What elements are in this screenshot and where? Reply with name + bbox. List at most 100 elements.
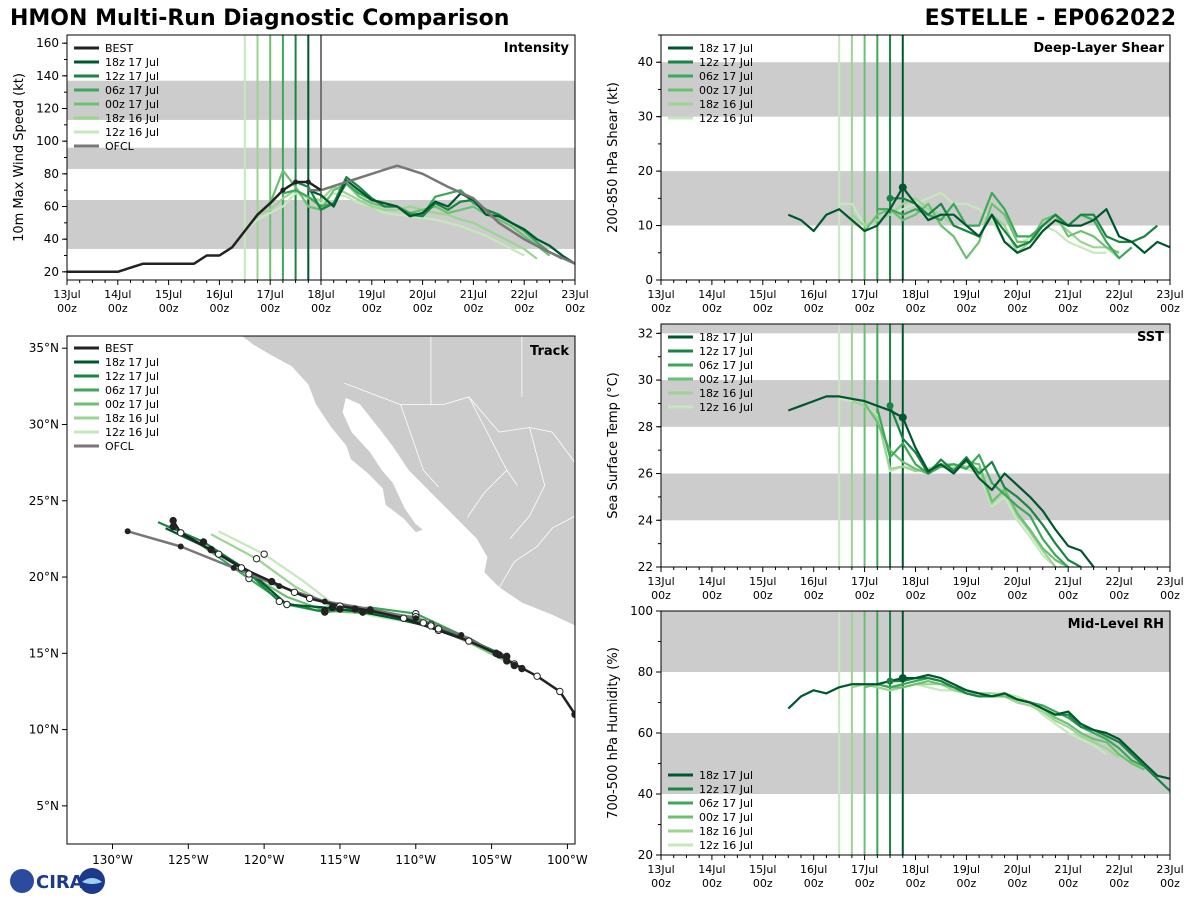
y-axis-label: Sea Surface Temp (°C) — [606, 372, 621, 519]
x-tick-label-hour: 00z — [906, 589, 926, 602]
cira-logo: CIRA — [10, 868, 105, 894]
y-tick-label: 80 — [44, 167, 59, 181]
init-point-marker — [886, 194, 894, 202]
series-line — [244, 192, 525, 257]
track-line — [127, 530, 497, 655]
x-tick-label-date: 22Jul — [511, 288, 538, 301]
legend-label: 00z 17 Jul — [699, 373, 753, 386]
track-position-marker — [177, 529, 185, 537]
legend-label: 12z 16 Jul — [105, 426, 159, 439]
chart-track: 130°W 125°W 120°W 115°W 110°W 105°W 100°W 35°N 3… — [29, 335, 588, 867]
y-tick-label: 160 — [36, 36, 59, 50]
x-tick-label-date: 15Jul — [155, 288, 182, 301]
legend-label: 18z 16 Jul — [699, 825, 753, 838]
shaded-band — [661, 380, 1170, 427]
logo-globe-icon — [10, 869, 34, 893]
lat-tick-label: 30°N — [29, 417, 59, 431]
y-tick-label: 10 — [638, 219, 653, 233]
series-line — [307, 179, 575, 265]
x-tick-label-hour: 00z — [651, 877, 671, 890]
x-tick-label-date: 21Jul — [1055, 863, 1082, 876]
x-tick-label-date: 23Jul — [1156, 863, 1183, 876]
series-line — [890, 197, 1159, 249]
legend-label: 12z 16 Jul — [105, 126, 159, 139]
state-border — [466, 469, 508, 518]
chart-rh: 2040608010013Jul00z14Jul00z15Jul00z16Jul… — [606, 604, 1184, 890]
plot-area — [67, 35, 575, 280]
legend-label: OFCL — [105, 140, 135, 153]
track-position-marker — [169, 522, 177, 531]
init-point-marker — [898, 674, 907, 683]
track-position-marker — [427, 622, 435, 630]
x-tick-label-hour: 00z — [957, 302, 977, 315]
legend-label: 18z 17 Jul — [105, 356, 159, 369]
best-marker — [293, 179, 299, 185]
x-tick-label-date: 21Jul — [1055, 288, 1082, 301]
shaded-band — [661, 611, 1170, 672]
x-tick-label-hour: 00z — [464, 302, 484, 315]
y-tick-label: 60 — [638, 726, 653, 740]
x-tick-label-date: 19Jul — [953, 863, 980, 876]
y-tick-label: 40 — [44, 232, 59, 246]
track-position-marker — [237, 564, 246, 572]
x-tick-label-hour: 00z — [906, 302, 926, 315]
panel-title: Intensity — [504, 41, 570, 56]
y-tick-label: 60 — [44, 200, 59, 214]
figure-title: HMON Multi-Run Diagnostic Comparison — [10, 6, 510, 31]
x-tick-label-hour: 00z — [413, 302, 433, 315]
chart-shear: 01020304013Jul00z14Jul00z15Jul00z16Jul00… — [606, 34, 1184, 315]
legend-label: 18z 17 Jul — [699, 769, 753, 782]
track-position-marker — [503, 657, 511, 665]
legend-label: 00z 17 Jul — [105, 398, 159, 411]
series-line — [863, 202, 1120, 260]
lat-tick-label: 10°N — [29, 723, 59, 737]
legend-label: 00z 17 Jul — [699, 84, 753, 97]
track-position-marker — [268, 577, 276, 586]
lon-tick-label: 125°W — [168, 853, 209, 867]
logo-text: CIRA — [36, 872, 84, 893]
lon-tick-label: 105°W — [471, 853, 512, 867]
x-tick-label-date: 20Jul — [1004, 575, 1031, 588]
ofcl-position-marker — [321, 598, 328, 605]
x-tick-label-hour: 00z — [702, 877, 722, 890]
x-tick-label-date: 22Jul — [1105, 288, 1132, 301]
x-tick-label-hour: 00z — [804, 877, 824, 890]
x-tick-label-date: 18Jul — [902, 575, 929, 588]
state-border — [344, 382, 575, 463]
shaded-band — [661, 324, 1170, 334]
series-line — [787, 673, 1170, 780]
x-tick-label-date: 19Jul — [953, 575, 980, 588]
x-tick-label-hour: 00z — [957, 589, 977, 602]
series-line — [787, 395, 1095, 567]
legend-label: 00z 17 Jul — [699, 811, 753, 824]
x-tick-label-date: 23Jul — [561, 288, 588, 301]
x-tick-label-date: 17Jul — [851, 288, 878, 301]
series-line — [787, 186, 1170, 254]
x-tick-label-date: 14Jul — [698, 288, 725, 301]
legend-label: 00z 17 Jul — [105, 98, 159, 111]
x-tick-label-date: 19Jul — [358, 288, 385, 301]
init-point-marker — [886, 402, 894, 410]
plot-area — [661, 35, 1170, 280]
x-tick-label-hour: 00z — [1007, 302, 1027, 315]
land-mass — [240, 336, 575, 627]
y-tick-label: 0 — [645, 273, 653, 287]
x-tick-label-hour: 00z — [906, 877, 926, 890]
x-tick-label-hour: 00z — [514, 302, 534, 315]
track-position-marker — [275, 597, 283, 606]
x-tick-label-date: 18Jul — [307, 288, 334, 301]
x-tick-label-date: 20Jul — [1004, 288, 1031, 301]
legend-label: 12z 16 Jul — [699, 401, 753, 414]
y-tick-label: 32 — [638, 326, 653, 340]
state-border — [400, 404, 439, 488]
track-position-marker — [207, 545, 215, 554]
x-tick-label-hour: 00z — [1007, 589, 1027, 602]
legend-label: 12z 17 Jul — [699, 56, 753, 69]
x-tick-label-hour: 00z — [1160, 589, 1180, 602]
x-tick-label-date: 18Jul — [902, 288, 929, 301]
legend-label: 06z 17 Jul — [105, 84, 159, 97]
x-tick-label-date: 16Jul — [206, 288, 233, 301]
x-tick-label-hour: 00z — [1058, 877, 1078, 890]
x-tick-label-hour: 00z — [1160, 877, 1180, 890]
